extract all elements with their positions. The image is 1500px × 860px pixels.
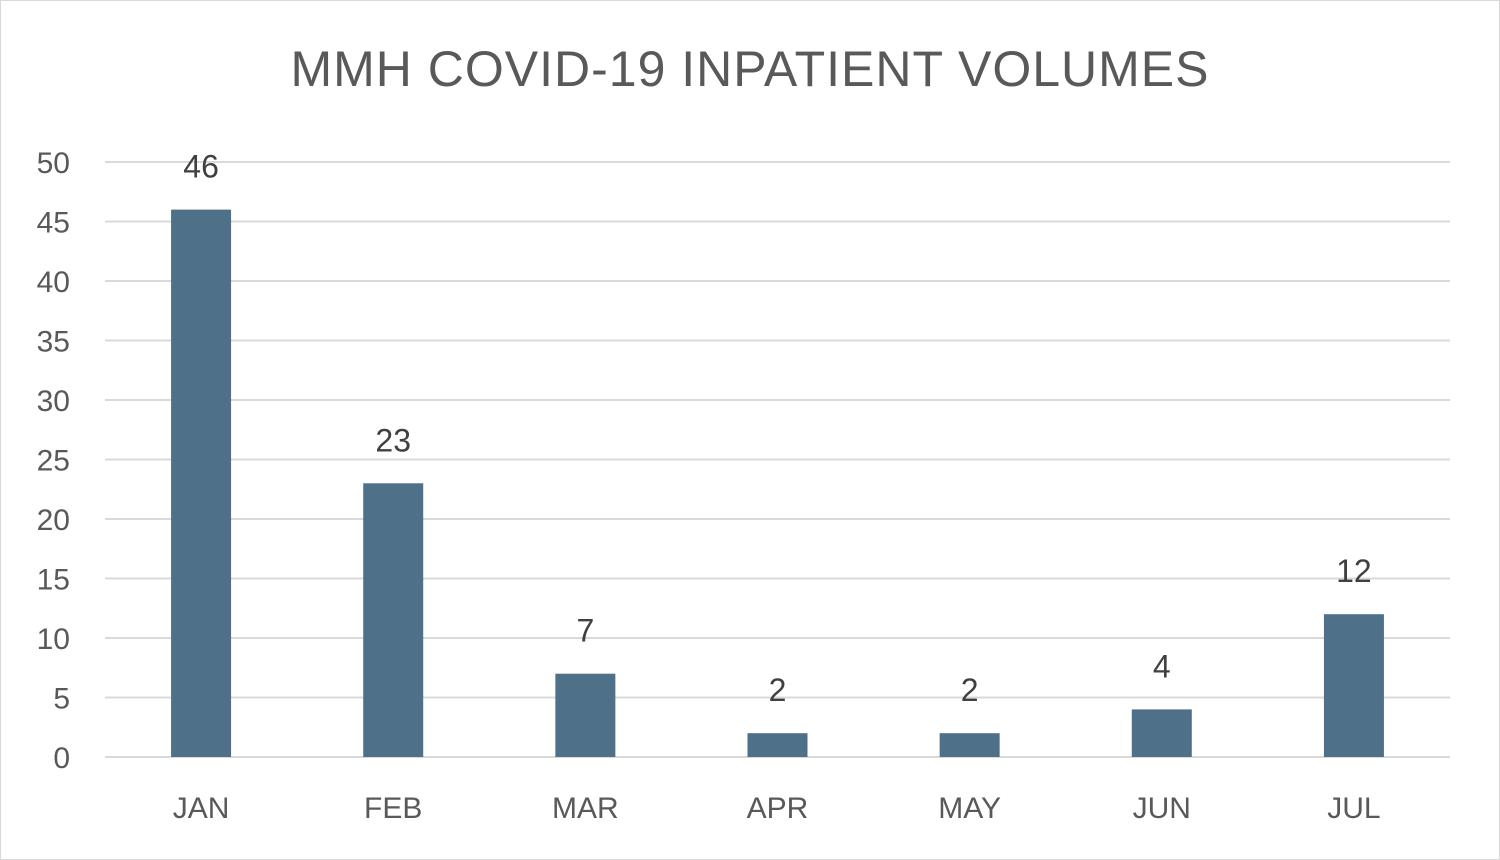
x-tick-label: JUL [1327,792,1380,825]
x-tick-label: JUN [1133,792,1191,825]
y-axis-ticks: 0 5 10 15 20 25 30 35 40 45 50 [37,147,70,775]
y-tick-label: 30 [37,385,70,418]
bar-feb [363,483,424,757]
y-tick-label: 25 [37,445,70,478]
bar-mar [555,673,616,757]
x-tick-label: MAY [938,792,1001,825]
data-label: 12 [1336,553,1372,589]
data-label: 46 [183,149,219,185]
y-tick-label: 45 [37,207,70,240]
data-label: 7 [576,613,594,649]
y-tick-label: 50 [37,147,70,180]
x-tick-label: MAR [552,792,619,825]
x-tick-label: APR [747,792,809,825]
x-tick-label: JAN [173,792,230,825]
data-labels: 46 23 7 2 2 4 12 [183,149,1371,709]
bar-may [939,733,1000,757]
y-tick-label: 20 [37,504,70,537]
bar-jan [171,209,232,758]
data-label: 23 [375,422,411,458]
bar-jun [1131,709,1192,757]
y-tick-label: 5 [53,683,70,716]
data-label: 2 [961,672,979,708]
bars [171,209,1384,758]
chart-title: MMH COVID-19 INPATIENT VOLUMES [290,41,1210,97]
bar-jul [1323,614,1384,757]
x-axis-ticks: JAN FEB MAR APR MAY JUN JUL [173,792,1381,825]
y-tick-label: 40 [37,266,70,299]
y-tick-label: 10 [37,623,70,656]
data-label: 2 [769,672,787,708]
gridlines [105,161,1450,758]
y-tick-label: 15 [37,564,70,597]
data-label: 4 [1153,648,1171,684]
y-tick-label: 0 [53,742,70,775]
bar-apr [747,733,808,757]
y-tick-label: 35 [37,326,70,359]
x-tick-label: FEB [364,792,422,825]
